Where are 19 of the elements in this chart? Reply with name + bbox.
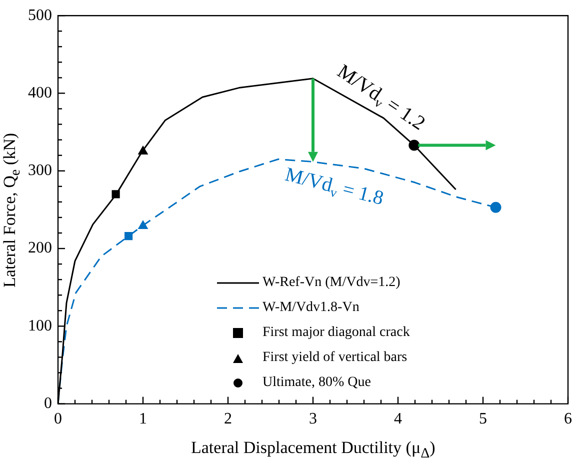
annotation: M/Vdv = 1.8 bbox=[282, 164, 386, 210]
y-tick-label: 400 bbox=[28, 84, 52, 102]
x-tick-label: 6 bbox=[564, 410, 572, 428]
legend-label: W-M/Vdv1.8-Vn bbox=[262, 300, 360, 316]
legend-label: First yield of vertical bars bbox=[262, 350, 408, 366]
x-tick-label: 5 bbox=[479, 410, 487, 428]
legend-label: W-Ref-Vn (M/Vdv=1.2) bbox=[262, 275, 400, 292]
x-tick-label: 2 bbox=[224, 410, 232, 428]
y-tick-label: 0 bbox=[44, 395, 52, 412]
x-tick-label: 4 bbox=[394, 410, 402, 428]
legend-label: First major diagonal crack bbox=[262, 325, 410, 342]
x-tick-label: 1 bbox=[139, 410, 147, 428]
y-tick-label: 300 bbox=[28, 162, 52, 180]
y-tick-label: 500 bbox=[28, 6, 52, 24]
y-tick-label: 200 bbox=[28, 240, 52, 257]
y-tick-label: 100 bbox=[28, 317, 52, 334]
legend-label: Ultimate, 80% Que bbox=[262, 375, 371, 392]
x-tick-label: 3 bbox=[309, 410, 317, 428]
x-axis-title: Lateral Displacement Ductility (μ$_{Δ}$) bbox=[191, 438, 436, 462]
